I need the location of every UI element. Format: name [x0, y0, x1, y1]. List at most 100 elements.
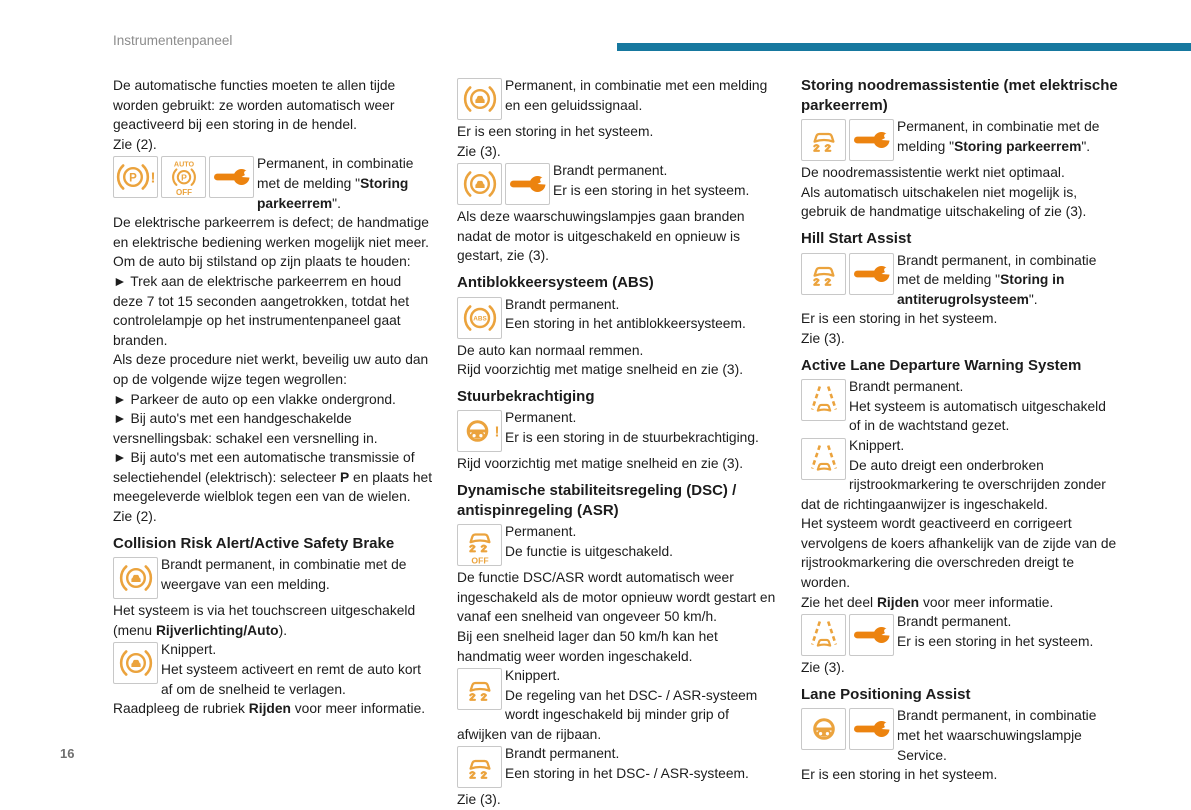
- section-heading: Storing noodremassistentie (met elektris…: [801, 77, 1118, 114]
- page-header-label: Instrumentenpaneel: [113, 33, 233, 48]
- section-heading: Lane Positioning Assist: [801, 685, 971, 703]
- paragraph: Bij een snelheid lager dan 50 km/h kan h…: [457, 627, 777, 666]
- text-segment: Er is een storing in het systeem.: [457, 124, 654, 139]
- warning-lamp-entry: Knippert. De regeling van het DSC- / ASR-…: [457, 666, 777, 744]
- text-segment: Permanent, in combinatie met de melding …: [897, 119, 1100, 154]
- paragraph: Er is een storing in het systeem.: [801, 309, 1121, 329]
- text-column-3: Storing noodremassistentie (met elektris…: [801, 76, 1121, 810]
- text-segment: Rijd voorzichtig met matige snelheid en …: [457, 362, 744, 378]
- text-segment: Brandt permanent, in combinatie met de w…: [161, 557, 407, 592]
- wrench-icon: [849, 614, 894, 657]
- esp-icon: [457, 668, 502, 711]
- warning-lamp-entry: P! AUTO P OFF Permanent, in combinatie met d…: [113, 154, 433, 213]
- bold-text: Rijden: [876, 594, 920, 610]
- warning-lamp-entry: Brandt permanent, in combinatie met de m…: [801, 251, 1121, 310]
- text-segment: Om de auto bij stilstand op zijn plaats …: [113, 254, 411, 270]
- paragraph: Als deze waarschuwingslampjes gaan brand…: [457, 207, 777, 266]
- text-segment: ► Trek aan de elektrische parkeerrem en …: [113, 273, 410, 348]
- bold-text: Storing in antiterugrolsysteem: [897, 272, 1065, 307]
- warning-lamp-entry: Brandt permanent, in combinatie met het …: [801, 706, 1121, 765]
- warning-lamp-entry: Knippert. Het systeem activeert en remt d…: [113, 640, 433, 699]
- paragraph: Zie (3).: [457, 142, 777, 162]
- section-heading: Dynamische stabiliteitsregeling (DSC) / …: [457, 481, 737, 519]
- abs-icon: ABS: [457, 296, 502, 339]
- bold-text: Storing parkeerrem: [954, 138, 1082, 154]
- text-segment: De elektrische parkeerrem is defect; de …: [113, 215, 429, 250]
- warning-lamp-entry: Brandt permanent. Er is een storing in he…: [457, 161, 777, 207]
- paragraph: ► Trek aan de elektrische parkeerrem en …: [113, 272, 433, 350]
- warning-lamp-entry: Brandt permanent. Er is een storing in he…: [801, 612, 1121, 658]
- text-segment: Een storing in het antiblokkeersysteem.: [505, 316, 746, 332]
- text-segment: Zie (2).: [113, 136, 157, 152]
- text-segment: Het systeem activeert en remt de auto ko…: [161, 662, 421, 697]
- esp-icon: [457, 746, 502, 789]
- svg-text:AUTO: AUTO: [173, 160, 194, 169]
- text-segment: ► Bij auto's met een automatische transm…: [113, 450, 415, 485]
- text-segment: Een storing in het DSC- / ASR-systeem.: [505, 766, 749, 782]
- esp-icon: [801, 119, 846, 162]
- text-segment: De regeling van het DSC- / ASR-systeem w…: [457, 687, 758, 742]
- text-segment: ".: [1028, 291, 1038, 307]
- paragraph: De elektrische parkeerrem is defect; de …: [113, 213, 433, 252]
- parking-brake-warning-icon: P!: [113, 156, 158, 199]
- text-segment: Zie (3).: [801, 660, 845, 676]
- paragraph: ► Bij auto's met een automatische transm…: [113, 448, 433, 507]
- text-segment: De noodremassistentie werkt niet optimaa…: [801, 165, 1065, 181]
- paragraph: Rijd voorzichtig met matige snelheid en …: [457, 454, 777, 474]
- svg-text:!: !: [494, 424, 499, 441]
- text-segment: Knippert.: [849, 437, 905, 453]
- text-segment: Zie (2).: [113, 509, 157, 525]
- warning-lamp-entry: Permanent, in combinatie met een melding…: [457, 76, 777, 122]
- paragraph: De noodremassistentie werkt niet optimaa…: [801, 163, 1121, 183]
- text-segment: Er is een storing in het systeem.: [801, 767, 998, 783]
- warning-lamp-entry: Knippert. De auto dreigt een onderbroken …: [801, 436, 1121, 514]
- text-segment: ► Bij auto's met een handgeschakelde ver…: [113, 411, 378, 446]
- svg-text:OFF: OFF: [471, 556, 488, 565]
- text-segment: voor meer informatie.: [919, 594, 1054, 610]
- paragraph: De automatische functies moeten te allen…: [113, 76, 433, 135]
- svg-text:P: P: [129, 173, 137, 185]
- paragraph: Het systeem wordt geactiveerd en corrige…: [801, 514, 1121, 592]
- text-segment: De functie is uitgeschakeld.: [505, 543, 673, 559]
- brake-warning-icon: [457, 78, 502, 120]
- section-heading: Collision Risk Alert/Active Safety Brake: [113, 534, 395, 552]
- text-segment: De automatische functies moeten te allen…: [113, 78, 396, 133]
- text-segment: ".: [1081, 138, 1091, 154]
- text-segment: Raadpleeg de rubriek: [113, 701, 249, 717]
- header-accent-bar: [617, 43, 1191, 51]
- paragraph: Raadpleeg de rubriek Rijden voor meer in…: [113, 699, 433, 719]
- text-segment: Brandt permanent, in combinatie met de m…: [897, 252, 1097, 288]
- text-segment: Knippert.: [505, 668, 561, 684]
- wrench-icon: [849, 708, 894, 751]
- text-segment: Permanent.: [505, 524, 577, 540]
- lane-departure-icon: [801, 614, 846, 657]
- manual-text-columns: De automatische functies moeten te allen…: [113, 76, 1121, 810]
- text-segment: Bij een snelheid lager dan 50 km/h kan h…: [457, 628, 718, 664]
- text-segment: ).: [278, 622, 288, 638]
- paragraph: Er is een storing in het systeem.: [457, 122, 777, 142]
- lane-departure-icon: [801, 379, 846, 422]
- text-segment: Zie (3).: [457, 143, 501, 159]
- text-segment: Rijd voorzichtig met matige snelheid en …: [457, 456, 744, 472]
- paragraph: Als deze procedure niet werkt, beveilig …: [113, 350, 433, 389]
- parking-brake-auto-off-icon: AUTO P OFF: [161, 156, 206, 199]
- text-segment: Permanent, in combinatie met de melding …: [257, 156, 414, 191]
- warning-lamp-entry: Brandt permanent, in combinatie met de w…: [113, 555, 433, 601]
- text-column-1: De automatische functies moeten te allen…: [113, 76, 433, 810]
- warning-lamp-entry: Permanent, in combinatie met de melding …: [801, 117, 1121, 163]
- text-segment: Brandt permanent.: [505, 746, 620, 762]
- paragraph: Als automatisch uitschakelen niet mogeli…: [801, 183, 1121, 222]
- text-segment: en plaats het meegeleverde wielblok tege…: [113, 469, 433, 505]
- paragraph: De functie DSC/ASR wordt automatisch wee…: [457, 568, 777, 627]
- text-segment: ► Parkeer de auto op een vlakke ondergro…: [113, 391, 396, 407]
- wrench-icon: [505, 163, 550, 206]
- steering-warning-icon: !: [457, 410, 502, 453]
- paragraph: Om de auto bij stilstand op zijn plaats …: [113, 252, 433, 272]
- text-segment: Brandt permanent, in combinatie met het …: [897, 708, 1097, 763]
- brake-warning-icon: [457, 163, 502, 206]
- paragraph: De auto kan normaal remmen.: [457, 341, 777, 361]
- text-segment: De auto kan normaal remmen.: [457, 342, 644, 358]
- warning-lamp-entry: ! Permanent. Er is een storing in de stuur…: [457, 408, 777, 454]
- text-segment: Er is een storing in het systeem.: [801, 311, 998, 327]
- paragraph: Het systeem is via het touchscreen uitge…: [113, 601, 433, 640]
